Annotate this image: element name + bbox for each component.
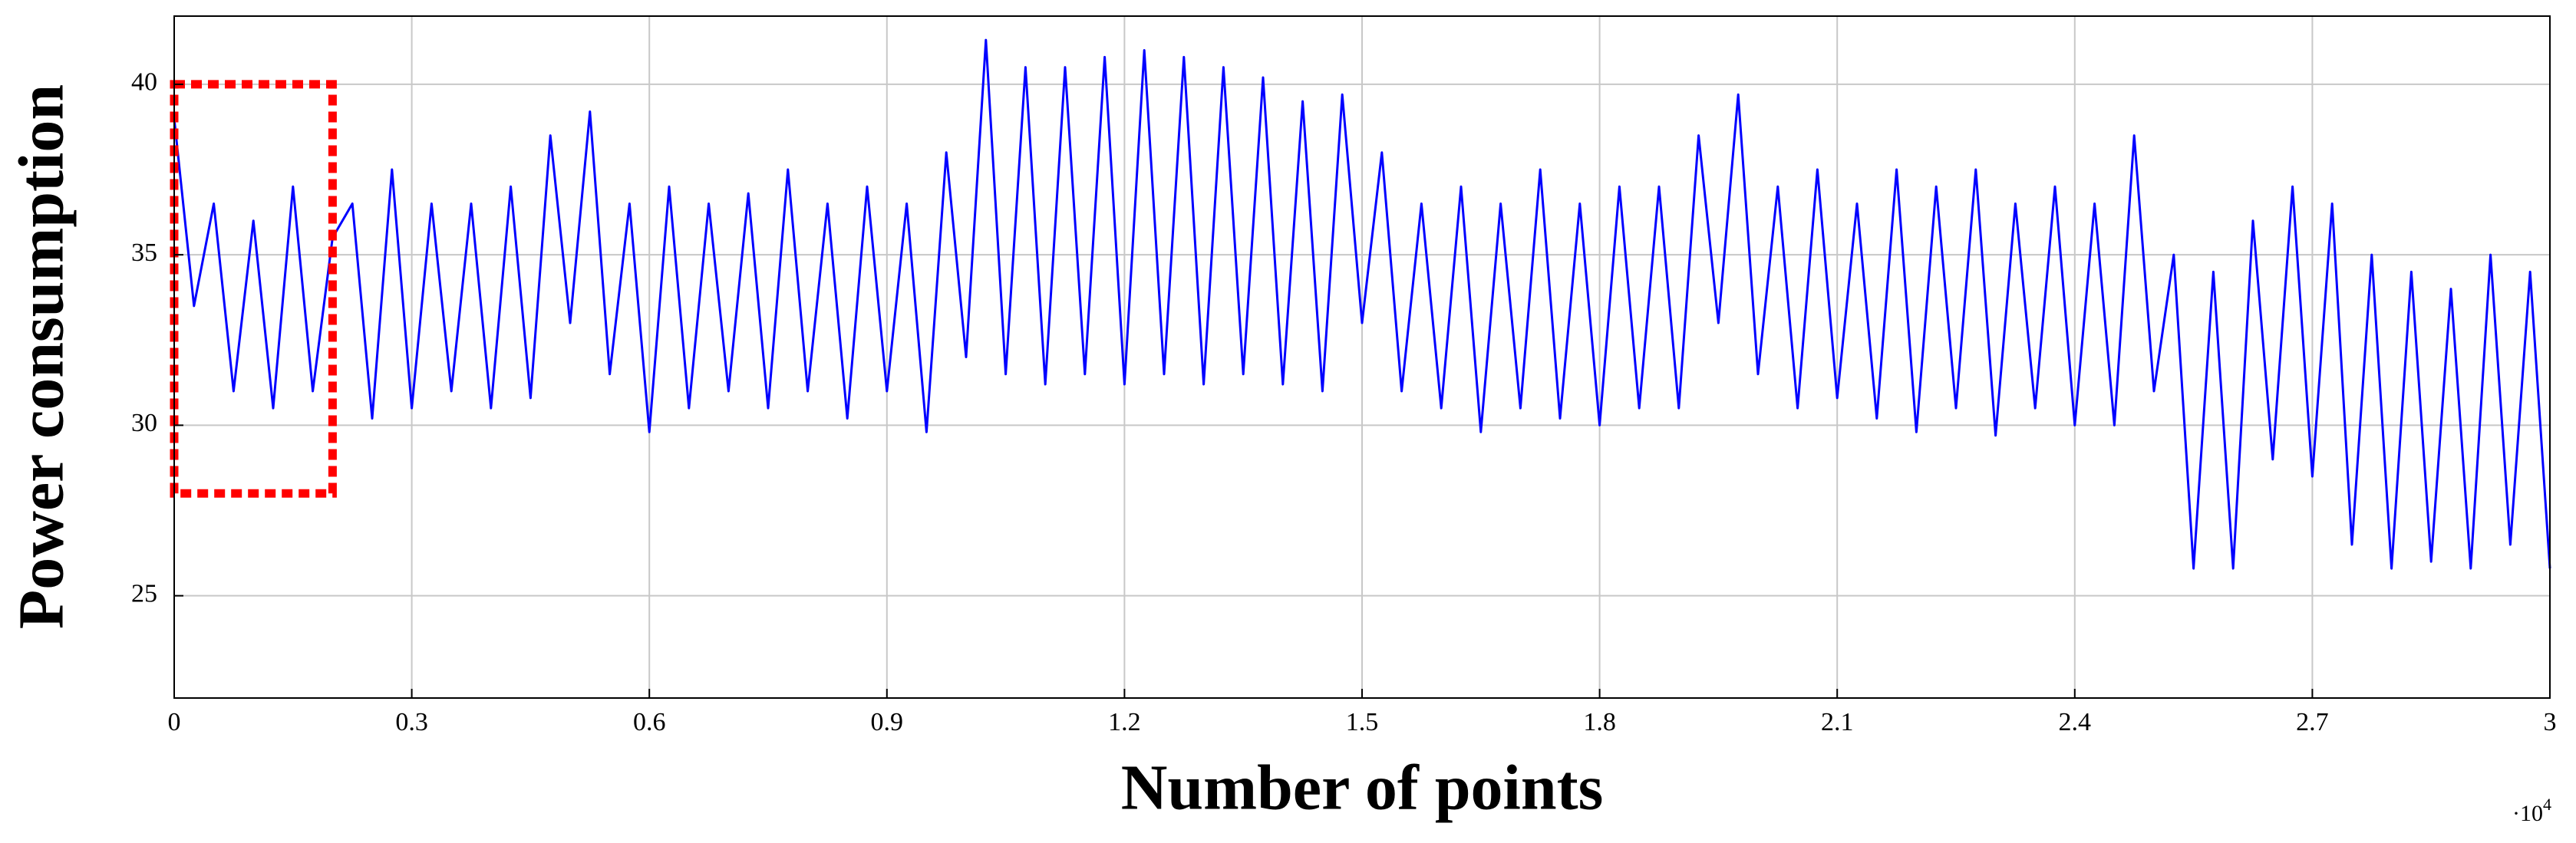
x-tick-label: 0.6: [633, 708, 666, 736]
x-multiplier-exponent: 4: [2543, 795, 2551, 814]
x-tick-label: 1.5: [1346, 708, 1379, 736]
x-axis-title: Number of points: [1121, 752, 1604, 823]
grid: [173, 16, 2551, 698]
x-tick-label: 0: [168, 708, 181, 736]
x-tick-label: 3: [2544, 708, 2557, 736]
x-multiplier-base: ·10: [2512, 801, 2543, 826]
y-tick-label: 25: [131, 579, 157, 608]
x-tick-label: 2.1: [1821, 708, 1854, 736]
x-tick-label: 1.2: [1108, 708, 1141, 736]
data-line: [173, 38, 2551, 570]
x-tick-label: 0.9: [871, 708, 904, 736]
x-multiplier: ·104: [2512, 795, 2551, 826]
x-tick-label: 2.4: [2059, 708, 2092, 736]
x-tick-label: 0.3: [395, 708, 428, 736]
x-tick-label: 2.7: [2296, 708, 2329, 736]
y-tick-label: 35: [131, 239, 157, 267]
y-tick-label: 30: [131, 409, 157, 437]
x-tick-label: 1.8: [1583, 708, 1616, 736]
y-tick-label: 40: [131, 68, 157, 97]
ticks: 0 0.3 0.6 0.9 1.2 1.5 1.8 2.1 2.4 2.7 3 25 30 35 40: [131, 68, 2557, 736]
y-axis-title: Power consumption: [5, 84, 77, 629]
